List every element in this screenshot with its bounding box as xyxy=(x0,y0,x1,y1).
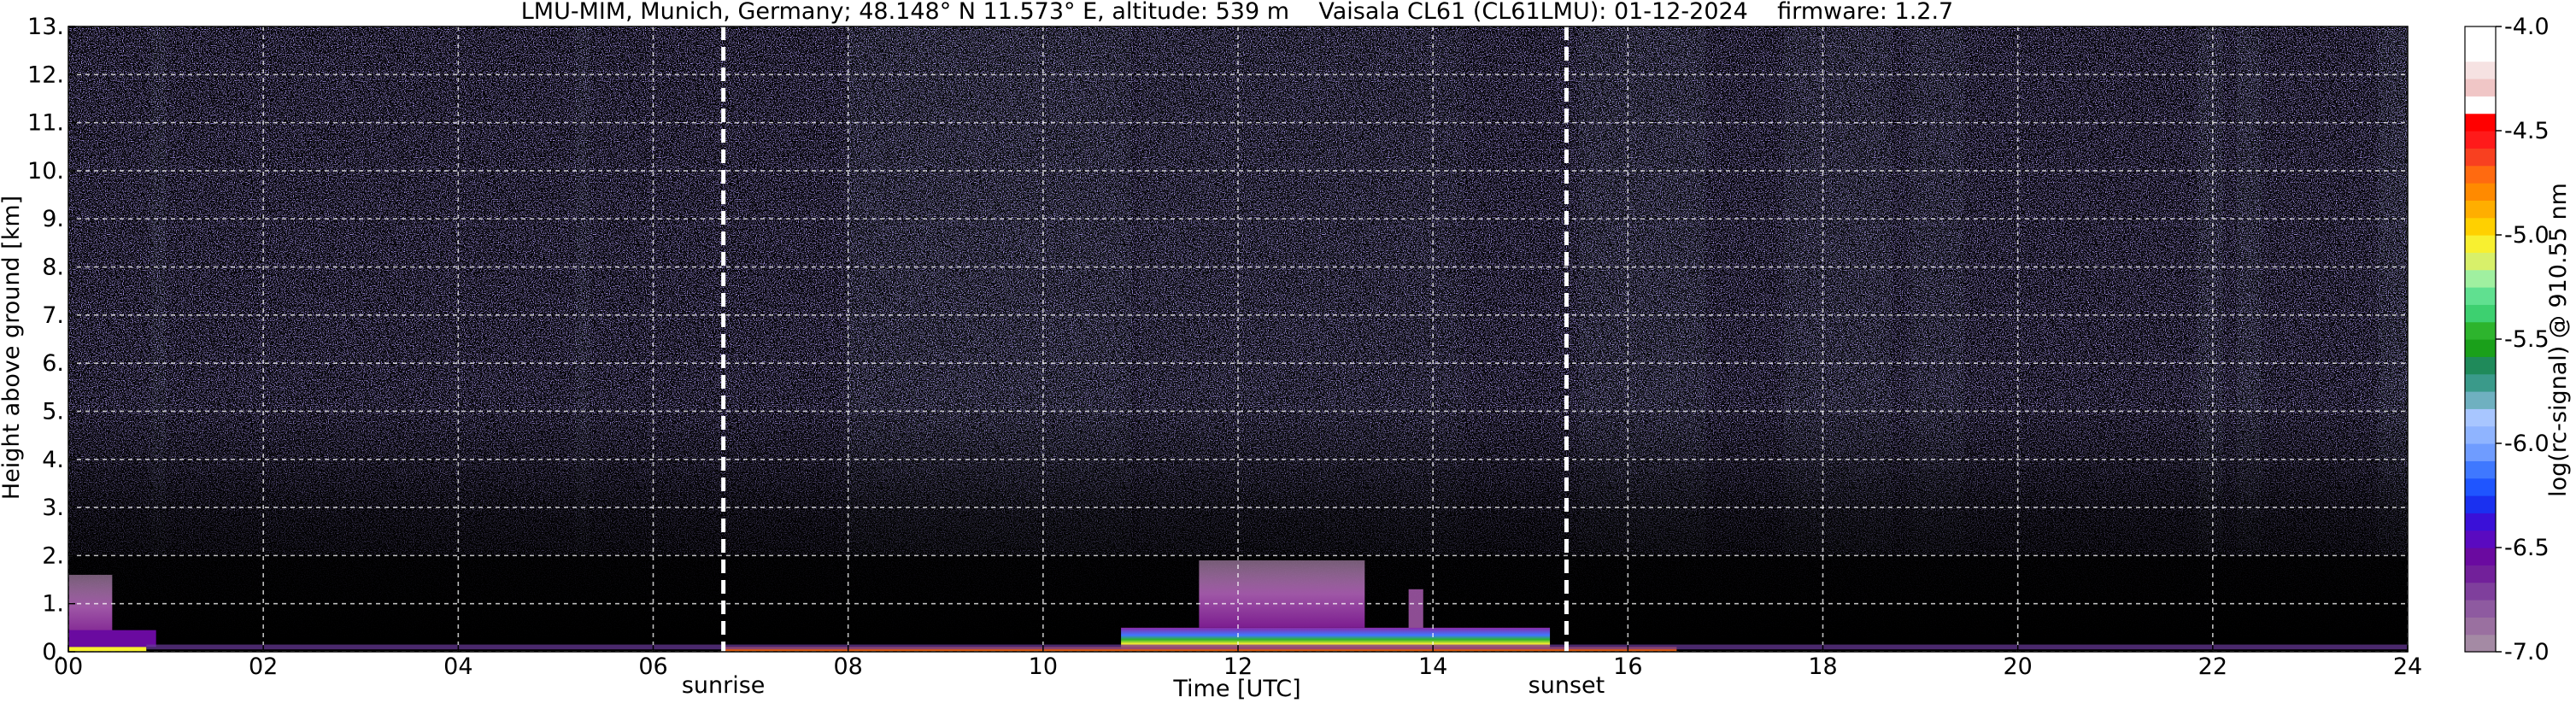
x-tick-label: 22 xyxy=(2198,653,2227,680)
sun-markers: sunrise sunset xyxy=(682,26,1605,699)
ground-return-morning xyxy=(68,647,147,652)
midday-plume xyxy=(1408,589,1423,633)
colorbar-segment xyxy=(2465,460,2496,479)
y-tick-label: 7. xyxy=(42,302,64,329)
x-tick-label: 12 xyxy=(1223,653,1253,680)
colorbar-segment xyxy=(2465,495,2496,513)
y-tick-label: 0. xyxy=(42,639,64,665)
colorbar-segment xyxy=(2465,96,2496,114)
y-tick-label: 10. xyxy=(27,158,64,185)
colorbar-tick-label: -5.0 xyxy=(2504,222,2550,249)
colorbar-segment xyxy=(2465,478,2496,496)
sunset-label: sunset xyxy=(1529,672,1605,699)
morning-layer xyxy=(68,574,113,640)
colorbar-segment xyxy=(2465,165,2496,184)
colorbar-segment xyxy=(2465,321,2496,340)
colorbar-label: log(rc-signal) @ 910.55 nm xyxy=(2545,183,2572,497)
colorbar-segment xyxy=(2465,113,2496,132)
colorbar-segment xyxy=(2465,356,2496,375)
x-tick-label: 18 xyxy=(1808,653,1837,680)
x-tick-label: 10 xyxy=(1029,653,1058,680)
y-tick-label: 9. xyxy=(42,206,64,232)
y-tick-label: 1. xyxy=(42,591,64,618)
colorbar-tick-label: -5.5 xyxy=(2504,326,2550,353)
colorbar-segment xyxy=(2465,235,2496,253)
colorbar-tick-label: -6.0 xyxy=(2504,431,2550,457)
x-tick-label: 02 xyxy=(249,653,278,680)
x-tick-label: 00 xyxy=(54,653,83,680)
colorbar-tick-label: -4.5 xyxy=(2504,118,2550,144)
colorbar-segment xyxy=(2465,269,2496,288)
y-tick-label: 3. xyxy=(42,495,64,521)
y-tick-label: 13. xyxy=(27,14,64,40)
colorbar-segment xyxy=(2465,530,2496,548)
colorbar-segment xyxy=(2465,634,2496,653)
x-tick-label: 06 xyxy=(638,653,667,680)
morning-low-layer xyxy=(68,630,156,647)
colorbar-segment xyxy=(2465,148,2496,167)
x-tick-label: 14 xyxy=(1418,653,1447,680)
chart-title: LMU-MIM, Munich, Germany; 48.148° N 11.5… xyxy=(521,0,1954,25)
grid-lines xyxy=(67,26,2409,653)
colorbar-segment xyxy=(2465,26,2496,44)
y-tick-label: 6. xyxy=(42,350,64,377)
sunrise-label: sunrise xyxy=(682,672,766,699)
colorbar-segment xyxy=(2465,304,2496,323)
colorbar-tick-label: -6.5 xyxy=(2504,535,2550,561)
colorbar-segment xyxy=(2465,339,2496,357)
surface-layer xyxy=(146,644,2409,650)
colorbar-segment xyxy=(2465,44,2496,62)
colorbar-segment xyxy=(2465,131,2496,149)
x-tick-label: 20 xyxy=(2003,653,2032,680)
y-tick-label: 11. xyxy=(27,110,64,137)
colorbar-segment xyxy=(2465,617,2496,636)
x-tick-label: 04 xyxy=(443,653,472,680)
colorbar-segment xyxy=(2465,391,2496,409)
colorbar-tick-label: -7.0 xyxy=(2504,639,2550,665)
colorbar-segment xyxy=(2465,600,2496,618)
y-axis-label: Height above ground [km] xyxy=(0,196,25,500)
colorbar-segment xyxy=(2465,200,2496,219)
colorbar-segment xyxy=(2465,513,2496,531)
colorbar-segment xyxy=(2465,425,2496,444)
y-tick-label: 5. xyxy=(42,398,64,425)
colorbar-segment xyxy=(2465,79,2496,97)
x-tick-label: 24 xyxy=(2393,653,2422,680)
x-axis-label: Time [UTC] xyxy=(1172,676,1300,702)
colorbar-segment xyxy=(2465,565,2496,583)
colorbar-segment xyxy=(2465,443,2496,461)
colorbar-segment xyxy=(2465,183,2496,201)
colorbar-segment xyxy=(2465,582,2496,601)
colorbar-tick-label: -4.0 xyxy=(2504,14,2550,40)
x-tick-label: 16 xyxy=(1613,653,1642,680)
colorbar-segment xyxy=(2465,548,2496,565)
colorbar-segment xyxy=(2465,287,2496,305)
colorbar-segment xyxy=(2465,252,2496,271)
midday-layer xyxy=(1199,560,1365,628)
colorbar-segment xyxy=(2465,61,2496,79)
colorbar-segment xyxy=(2465,373,2496,392)
y-tick-label: 2. xyxy=(42,542,64,569)
colorbar-segment xyxy=(2465,217,2496,236)
colorbar: -4.0 -4.5 -5.0 -5.5 -6.0 -6.5 -7.0 xyxy=(2464,14,2550,665)
y-tick-label: 12. xyxy=(27,62,64,88)
x-tick-label: 08 xyxy=(833,653,862,680)
axes: 00 02 04 06 08 10 12 14 16 18 20 22 24 0. 1. 2. 3. 4. 5. 6.… xyxy=(27,14,2422,680)
y-tick-label: 4. xyxy=(42,447,64,473)
y-tick-label: 8. xyxy=(42,255,64,281)
colorbar-segment xyxy=(2465,408,2496,427)
